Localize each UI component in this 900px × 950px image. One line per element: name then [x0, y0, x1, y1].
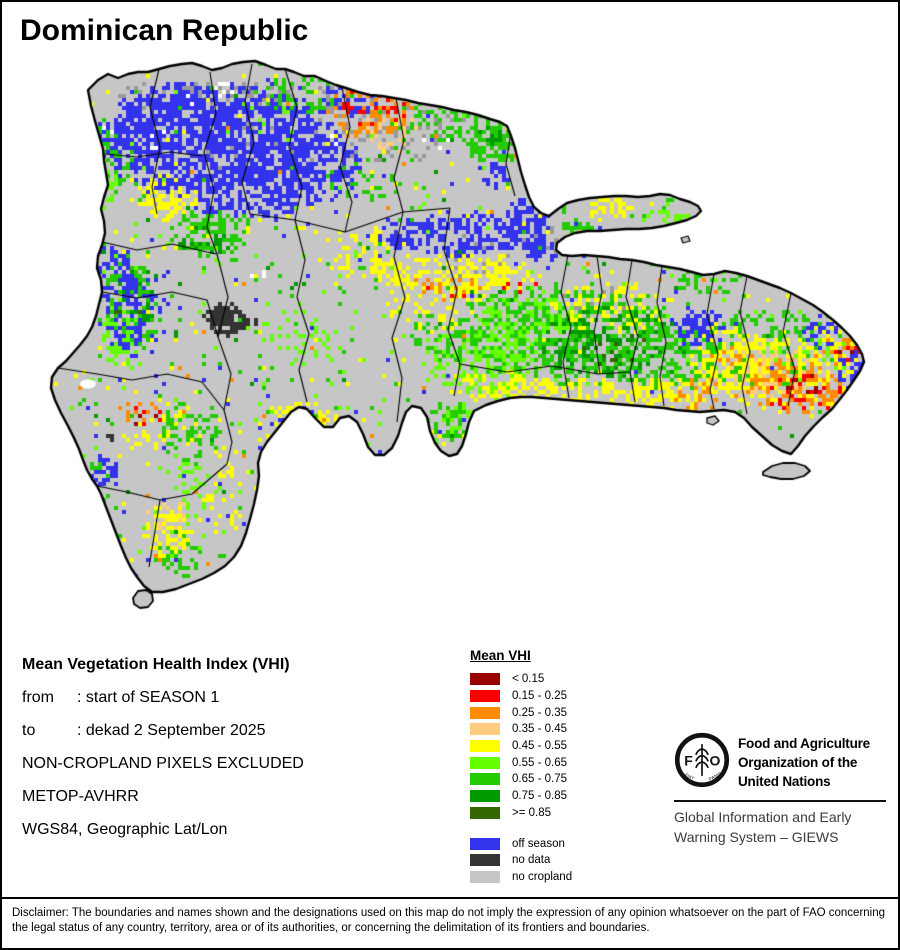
legend-gap: [470, 821, 572, 835]
legend-row: 0.65 - 0.75: [470, 771, 572, 788]
legend-label: 0.25 - 0.35: [512, 706, 567, 719]
fao-logo-wheat: [695, 744, 709, 776]
legend-swatch: [470, 673, 500, 686]
legend-row: 0.35 - 0.45: [470, 721, 572, 738]
legend-label: 0.65 - 0.75: [512, 773, 567, 786]
vhi-legend: Mean VHI < 0.15 0.15 - 0.25 0.25 - 0.35 …: [470, 648, 572, 885]
info-line-label: to: [22, 722, 36, 739]
info-line-noncropland: NON-CROPLAND PIXELS EXCLUDED: [22, 747, 304, 780]
legend-label: 0.75 - 0.85: [512, 790, 567, 803]
info-line-text: METOP-AVHRR: [22, 788, 139, 805]
fao-logo-letter-o: O: [709, 753, 720, 769]
legend-swatch: [470, 806, 500, 819]
map-info-block: Mean Vegetation Health Index (VHI) from:…: [22, 648, 304, 846]
fao-logo-letter-f: F: [684, 753, 693, 769]
legend-label: no cropland: [512, 870, 573, 883]
legend-label: 0.15 - 0.25: [512, 690, 567, 703]
info-heading: Mean Vegetation Health Index (VHI): [22, 656, 290, 673]
giews-line: Global Information and Early: [674, 809, 852, 825]
legend-row: 0.75 - 0.85: [470, 788, 572, 805]
legend-row: 0.25 - 0.35: [470, 704, 572, 721]
legend-label: 0.45 - 0.55: [512, 740, 567, 753]
fao-block: F O FIAT PANIS Food and Agriculture Orga…: [674, 726, 888, 856]
legend-label: no data: [512, 854, 551, 867]
legend-row: 0.55 - 0.65: [470, 754, 572, 771]
legend-row: < 0.15: [470, 671, 572, 688]
legend-row: off season: [470, 835, 572, 852]
legend-label: off season: [512, 837, 565, 850]
legend-row: 0.45 - 0.55: [470, 738, 572, 755]
info-line-sensor: METOP-AVHRR: [22, 780, 304, 813]
info-line-label: from: [22, 689, 54, 706]
legend-swatch: [470, 854, 500, 867]
info-line-text: NON-CROPLAND PIXELS EXCLUDED: [22, 755, 304, 772]
fao-org-line: Food and Agriculture: [738, 736, 870, 751]
legend-swatch: [470, 773, 500, 786]
info-line-text: : dekad 2 September 2025: [77, 722, 266, 739]
legend-swatch: [470, 837, 500, 850]
legend-swatch: [470, 870, 500, 883]
legend-row: 0.15 - 0.25: [470, 688, 572, 705]
legend-swatch: [470, 790, 500, 803]
fao-logo-motto-right: PANIS: [708, 771, 722, 782]
info-line-to: to : dekad 2 September 2025: [22, 714, 304, 747]
legend-row: no cropland: [470, 869, 572, 886]
legend-swatch: [470, 690, 500, 703]
legend-label: < 0.15: [512, 673, 545, 686]
legend-label: 0.55 - 0.65: [512, 756, 567, 769]
fao-org-line: United Nations: [738, 774, 831, 789]
vhi-map-canvas: [2, 2, 898, 662]
legend-title: Mean VHI: [470, 648, 531, 663]
legend-swatch: [470, 723, 500, 736]
fao-logo-icon: F O FIAT PANIS: [674, 732, 730, 788]
fao-org-name: Food and Agriculture Organization of the…: [738, 734, 870, 791]
info-line-text: : start of SEASON 1: [77, 689, 220, 706]
legend-label: >= 0.85: [512, 806, 552, 819]
fao-org-line: Organization of the: [738, 755, 858, 770]
giews-line: Warning System – GIEWS: [674, 829, 839, 845]
fao-logo-motto-left: FIAT: [684, 772, 695, 781]
info-line-projection: WGS84, Geographic Lat/Lon: [22, 813, 304, 846]
legend-swatch: [470, 756, 500, 769]
info-line-from: from : start of SEASON 1: [22, 681, 304, 714]
fao-divider: [674, 800, 886, 802]
legend-swatch: [470, 706, 500, 719]
legend-row: >= 0.85: [470, 805, 572, 822]
legend-row: no data: [470, 852, 572, 869]
legend-label: 0.35 - 0.45: [512, 723, 567, 736]
info-line-text: WGS84, Geographic Lat/Lon: [22, 821, 228, 838]
giews-name: Global Information and Early Warning Sys…: [674, 807, 851, 847]
page-title: Dominican Republic: [20, 14, 309, 47]
disclaimer-text: Disclaimer: The boundaries and names sho…: [2, 897, 898, 948]
legend-swatch: [470, 740, 500, 753]
